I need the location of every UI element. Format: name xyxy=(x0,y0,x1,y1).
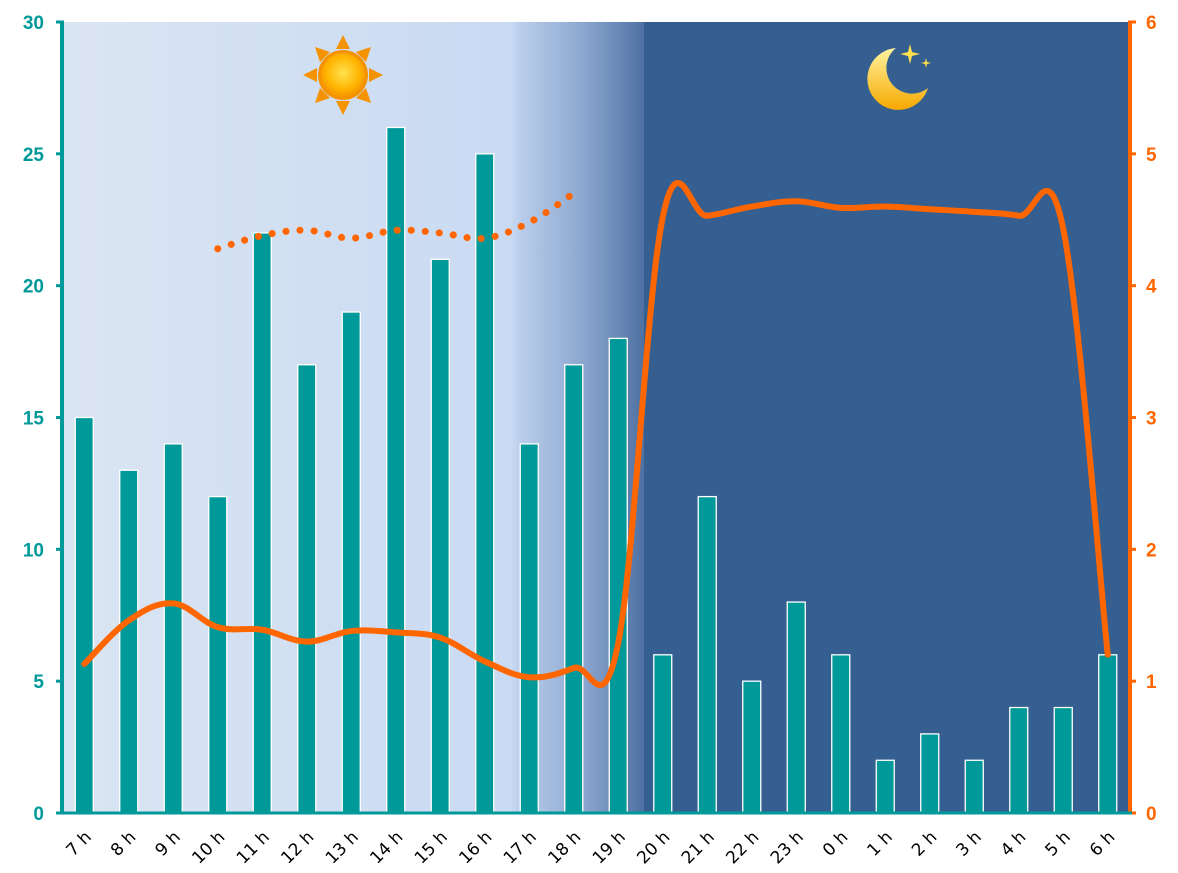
bar xyxy=(1053,706,1073,814)
bar xyxy=(920,733,940,814)
left-tick-label: 30 xyxy=(23,13,44,34)
bar xyxy=(519,443,539,814)
left-tick-label: 20 xyxy=(23,277,44,298)
right-tick-label: 2 xyxy=(1146,540,1157,561)
bar xyxy=(564,364,584,814)
x-tick-label: 6 h xyxy=(1086,827,1119,860)
right-tick-label: 3 xyxy=(1146,409,1157,430)
right-axis: 0 1 2 3 4 5 6 xyxy=(1128,13,1157,825)
x-tick-label: 20 h xyxy=(633,827,674,868)
bar xyxy=(252,232,272,814)
x-tick-label: 22 h xyxy=(722,827,763,868)
x-tick-label: 12 h xyxy=(277,827,318,868)
line-series-path xyxy=(81,180,1111,688)
x-tick-label: 8 h xyxy=(107,827,140,860)
right-tick-label: 5 xyxy=(1146,145,1157,166)
sun-icon xyxy=(303,35,383,115)
x-tick-label: 5 h xyxy=(1042,827,1075,860)
bar xyxy=(875,759,895,814)
x-tick-label: 21 h xyxy=(678,827,719,868)
moon-icon xyxy=(867,44,931,110)
x-tick-label: 17 h xyxy=(500,827,541,868)
bar xyxy=(786,601,806,814)
x-tick-label: 9 h xyxy=(152,827,185,860)
left-tick-label: 15 xyxy=(23,409,45,430)
x-axis: 7 h 8 h 9 h 10 h 11 h 12 h 13 h 14 h 15 h 16 h 17 … xyxy=(63,827,1120,868)
x-tick-label: 4 h xyxy=(997,827,1030,860)
x-tick-label: 11 h xyxy=(233,827,274,868)
bar xyxy=(964,759,984,814)
bar xyxy=(697,495,717,814)
line-series xyxy=(81,180,1111,688)
x-tick-label: 15 h xyxy=(411,827,452,868)
x-tick-label: 13 h xyxy=(322,827,363,868)
bar-series xyxy=(74,126,1118,814)
bar xyxy=(1009,706,1029,814)
x-tick-label: 0 h xyxy=(819,827,852,860)
bar xyxy=(74,416,94,814)
x-tick-label: 19 h xyxy=(589,827,630,868)
bar xyxy=(831,654,851,814)
left-tick-label: 25 xyxy=(23,145,45,166)
x-tick-label: 16 h xyxy=(455,827,496,868)
x-tick-label: 2 h xyxy=(908,827,941,860)
bar xyxy=(208,495,228,814)
x-tick-label: 1 h xyxy=(864,827,897,860)
left-tick-label: 10 xyxy=(23,540,44,561)
right-tick-label: 1 xyxy=(1146,672,1157,693)
x-tick-label: 10 h xyxy=(188,827,229,868)
bar xyxy=(119,469,139,814)
bar xyxy=(163,443,183,814)
bar xyxy=(297,364,317,814)
right-tick-label: 4 xyxy=(1146,277,1157,298)
left-tick-label: 0 xyxy=(33,804,44,825)
bar xyxy=(341,311,361,814)
x-tick-label: 23 h xyxy=(767,827,808,868)
x-tick-label: 14 h xyxy=(366,827,407,868)
x-tick-label: 7 h xyxy=(63,827,96,860)
dotted-line-series xyxy=(214,189,578,253)
bar xyxy=(742,680,762,814)
bar xyxy=(430,258,450,814)
bar xyxy=(1098,654,1118,814)
x-tick-label: 3 h xyxy=(953,827,986,860)
left-tick-label: 5 xyxy=(33,672,44,693)
right-tick-label: 6 xyxy=(1146,13,1157,34)
left-axis: 0 5 10 15 20 25 30 xyxy=(23,13,64,825)
right-tick-label: 0 xyxy=(1146,804,1157,825)
x-tick-label: 18 h xyxy=(544,827,585,868)
bar xyxy=(475,153,495,814)
bar xyxy=(653,654,673,814)
